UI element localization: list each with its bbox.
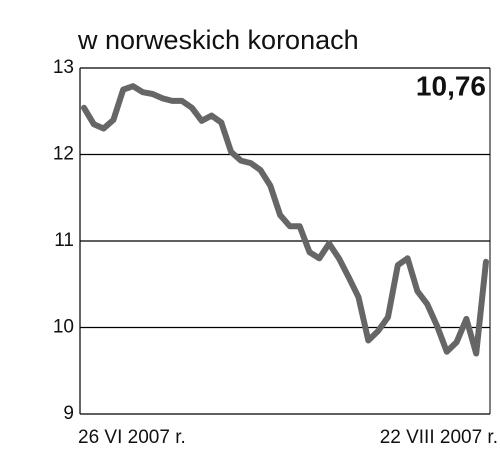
y-tick-label: 12 — [53, 144, 74, 165]
y-tick-label: 11 — [54, 230, 74, 251]
y-tick-label: 13 — [53, 57, 74, 78]
x-tick-label: 22 VIII 2007 r. — [380, 427, 498, 448]
x-tick-label: 26 VI 2007 r. — [78, 427, 186, 448]
price-line — [81, 83, 489, 357]
last-value: 10,76 — [416, 70, 486, 101]
y-tick-label: 9 — [63, 403, 74, 424]
y-tick-label: 10 — [53, 317, 74, 338]
chart-title: w norweskich koronach — [77, 25, 359, 55]
